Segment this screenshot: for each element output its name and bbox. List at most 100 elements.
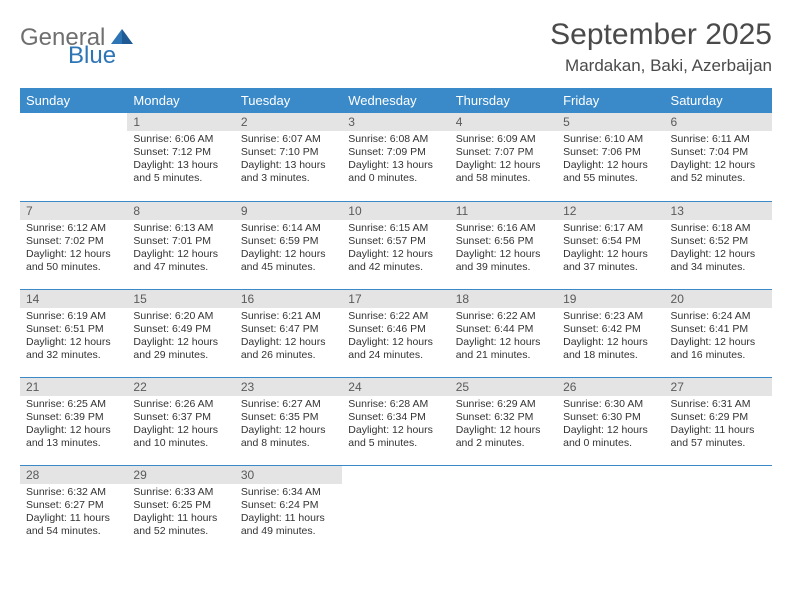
calendar-cell: [665, 465, 772, 553]
calendar-cell: 30Sunrise: 6:34 AMSunset: 6:24 PMDayligh…: [235, 465, 342, 553]
calendar-cell: 18Sunrise: 6:22 AMSunset: 6:44 PMDayligh…: [450, 289, 557, 377]
calendar-cell: [20, 113, 127, 201]
day-text: Sunrise: 6:17 AMSunset: 6:54 PMDaylight:…: [557, 220, 664, 279]
day-number: 20: [665, 290, 772, 308]
day-number: 6: [665, 113, 772, 131]
day-text: Sunrise: 6:10 AMSunset: 7:06 PMDaylight:…: [557, 131, 664, 190]
day-text: Sunrise: 6:34 AMSunset: 6:24 PMDaylight:…: [235, 484, 342, 543]
day-number: 30: [235, 466, 342, 484]
day-text: Sunrise: 6:20 AMSunset: 6:49 PMDaylight:…: [127, 308, 234, 367]
calendar-cell: 19Sunrise: 6:23 AMSunset: 6:42 PMDayligh…: [557, 289, 664, 377]
calendar-cell: 29Sunrise: 6:33 AMSunset: 6:25 PMDayligh…: [127, 465, 234, 553]
day-number: 19: [557, 290, 664, 308]
calendar-cell: 5Sunrise: 6:10 AMSunset: 7:06 PMDaylight…: [557, 113, 664, 201]
day-text: Sunrise: 6:33 AMSunset: 6:25 PMDaylight:…: [127, 484, 234, 543]
day-text: Sunrise: 6:21 AMSunset: 6:47 PMDaylight:…: [235, 308, 342, 367]
day-text: Sunrise: 6:18 AMSunset: 6:52 PMDaylight:…: [665, 220, 772, 279]
day-number: 27: [665, 378, 772, 396]
calendar-cell: 27Sunrise: 6:31 AMSunset: 6:29 PMDayligh…: [665, 377, 772, 465]
calendar-cell: 16Sunrise: 6:21 AMSunset: 6:47 PMDayligh…: [235, 289, 342, 377]
calendar-row: 7Sunrise: 6:12 AMSunset: 7:02 PMDaylight…: [20, 201, 772, 289]
day-text: Sunrise: 6:19 AMSunset: 6:51 PMDaylight:…: [20, 308, 127, 367]
weekday-header: Wednesday: [342, 88, 449, 113]
calendar-cell: 22Sunrise: 6:26 AMSunset: 6:37 PMDayligh…: [127, 377, 234, 465]
day-text: Sunrise: 6:29 AMSunset: 6:32 PMDaylight:…: [450, 396, 557, 455]
day-number: 4: [450, 113, 557, 131]
calendar-cell: 28Sunrise: 6:32 AMSunset: 6:27 PMDayligh…: [20, 465, 127, 553]
day-number: 21: [20, 378, 127, 396]
day-text: Sunrise: 6:08 AMSunset: 7:09 PMDaylight:…: [342, 131, 449, 190]
day-number: 7: [20, 202, 127, 220]
day-number: 15: [127, 290, 234, 308]
day-number: 24: [342, 378, 449, 396]
calendar-cell: 23Sunrise: 6:27 AMSunset: 6:35 PMDayligh…: [235, 377, 342, 465]
weekday-header: Friday: [557, 88, 664, 113]
day-number: 29: [127, 466, 234, 484]
calendar-cell: [342, 465, 449, 553]
weekday-header: Tuesday: [235, 88, 342, 113]
day-text: Sunrise: 6:24 AMSunset: 6:41 PMDaylight:…: [665, 308, 772, 367]
day-number: 17: [342, 290, 449, 308]
day-text: Sunrise: 6:22 AMSunset: 6:46 PMDaylight:…: [342, 308, 449, 367]
calendar-cell: 15Sunrise: 6:20 AMSunset: 6:49 PMDayligh…: [127, 289, 234, 377]
calendar-cell: 26Sunrise: 6:30 AMSunset: 6:30 PMDayligh…: [557, 377, 664, 465]
day-text: Sunrise: 6:26 AMSunset: 6:37 PMDaylight:…: [127, 396, 234, 455]
day-text: Sunrise: 6:15 AMSunset: 6:57 PMDaylight:…: [342, 220, 449, 279]
day-text: Sunrise: 6:31 AMSunset: 6:29 PMDaylight:…: [665, 396, 772, 455]
weekday-header-row: Sunday Monday Tuesday Wednesday Thursday…: [20, 88, 772, 113]
calendar-table: Sunday Monday Tuesday Wednesday Thursday…: [20, 88, 772, 553]
calendar-cell: 24Sunrise: 6:28 AMSunset: 6:34 PMDayligh…: [342, 377, 449, 465]
day-number: 25: [450, 378, 557, 396]
day-text: Sunrise: 6:14 AMSunset: 6:59 PMDaylight:…: [235, 220, 342, 279]
calendar-cell: 21Sunrise: 6:25 AMSunset: 6:39 PMDayligh…: [20, 377, 127, 465]
day-number: 26: [557, 378, 664, 396]
weekday-header: Sunday: [20, 88, 127, 113]
day-number: 8: [127, 202, 234, 220]
day-number: 12: [557, 202, 664, 220]
day-text: Sunrise: 6:27 AMSunset: 6:35 PMDaylight:…: [235, 396, 342, 455]
calendar-cell: 17Sunrise: 6:22 AMSunset: 6:46 PMDayligh…: [342, 289, 449, 377]
day-text: Sunrise: 6:16 AMSunset: 6:56 PMDaylight:…: [450, 220, 557, 279]
calendar-cell: 6Sunrise: 6:11 AMSunset: 7:04 PMDaylight…: [665, 113, 772, 201]
calendar-cell: 1Sunrise: 6:06 AMSunset: 7:12 PMDaylight…: [127, 113, 234, 201]
day-text: Sunrise: 6:06 AMSunset: 7:12 PMDaylight:…: [127, 131, 234, 190]
day-text: Sunrise: 6:07 AMSunset: 7:10 PMDaylight:…: [235, 131, 342, 190]
logo: General Blue: [20, 24, 135, 52]
day-number: 3: [342, 113, 449, 131]
day-number: 23: [235, 378, 342, 396]
logo-text-blue: Blue: [68, 42, 116, 70]
day-text: Sunrise: 6:23 AMSunset: 6:42 PMDaylight:…: [557, 308, 664, 367]
calendar-row: 1Sunrise: 6:06 AMSunset: 7:12 PMDaylight…: [20, 113, 772, 201]
calendar-cell: 25Sunrise: 6:29 AMSunset: 6:32 PMDayligh…: [450, 377, 557, 465]
calendar-cell: 8Sunrise: 6:13 AMSunset: 7:01 PMDaylight…: [127, 201, 234, 289]
weekday-header: Monday: [127, 88, 234, 113]
calendar-cell: 14Sunrise: 6:19 AMSunset: 6:51 PMDayligh…: [20, 289, 127, 377]
weekday-header: Saturday: [665, 88, 772, 113]
calendar-cell: 13Sunrise: 6:18 AMSunset: 6:52 PMDayligh…: [665, 201, 772, 289]
calendar-cell: 7Sunrise: 6:12 AMSunset: 7:02 PMDaylight…: [20, 201, 127, 289]
day-number: 9: [235, 202, 342, 220]
day-number: 11: [450, 202, 557, 220]
day-text: Sunrise: 6:13 AMSunset: 7:01 PMDaylight:…: [127, 220, 234, 279]
calendar-row: 14Sunrise: 6:19 AMSunset: 6:51 PMDayligh…: [20, 289, 772, 377]
day-text: Sunrise: 6:09 AMSunset: 7:07 PMDaylight:…: [450, 131, 557, 190]
calendar-cell: 9Sunrise: 6:14 AMSunset: 6:59 PMDaylight…: [235, 201, 342, 289]
calendar-cell: 12Sunrise: 6:17 AMSunset: 6:54 PMDayligh…: [557, 201, 664, 289]
weekday-header: Thursday: [450, 88, 557, 113]
day-text: Sunrise: 6:30 AMSunset: 6:30 PMDaylight:…: [557, 396, 664, 455]
day-text: Sunrise: 6:11 AMSunset: 7:04 PMDaylight:…: [665, 131, 772, 190]
month-title: September 2025: [550, 18, 772, 52]
day-number: 14: [20, 290, 127, 308]
day-number: 13: [665, 202, 772, 220]
calendar-cell: 11Sunrise: 6:16 AMSunset: 6:56 PMDayligh…: [450, 201, 557, 289]
calendar-cell: 10Sunrise: 6:15 AMSunset: 6:57 PMDayligh…: [342, 201, 449, 289]
calendar-cell: 3Sunrise: 6:08 AMSunset: 7:09 PMDaylight…: [342, 113, 449, 201]
day-text: Sunrise: 6:32 AMSunset: 6:27 PMDaylight:…: [20, 484, 127, 543]
day-number: 18: [450, 290, 557, 308]
day-text: Sunrise: 6:25 AMSunset: 6:39 PMDaylight:…: [20, 396, 127, 455]
calendar-cell: [450, 465, 557, 553]
title-block: September 2025 Mardakan, Baki, Azerbaija…: [550, 18, 772, 76]
header: General Blue September 2025 Mardakan, Ba…: [20, 18, 772, 76]
day-number: 22: [127, 378, 234, 396]
day-text: Sunrise: 6:12 AMSunset: 7:02 PMDaylight:…: [20, 220, 127, 279]
